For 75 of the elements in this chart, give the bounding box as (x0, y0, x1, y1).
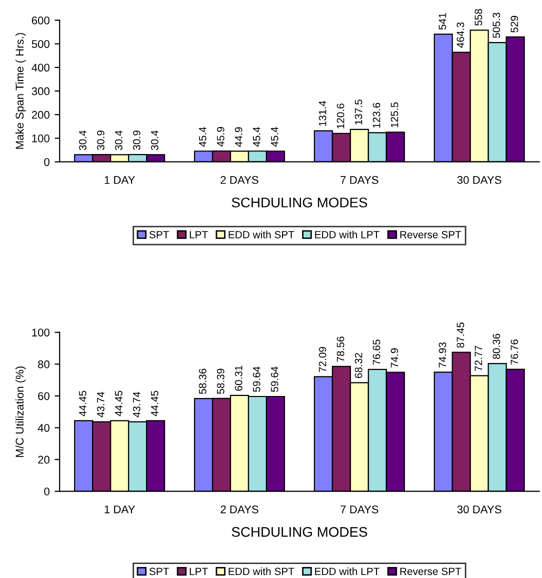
data-label: 464.3 (456, 22, 464, 48)
data-label: 120.6 (336, 104, 344, 128)
data-label: 529 (510, 16, 518, 32)
data-label: 59.64 (270, 366, 278, 392)
data-label: 30.9 (97, 130, 104, 150)
data-label: 505.3 (492, 12, 500, 38)
data-label: 541 (438, 13, 446, 30)
data-label: 58.39 (216, 368, 224, 394)
data-label: 30.9 (132, 130, 140, 150)
data-label: 78.56 (336, 336, 344, 362)
data-label: 30.4 (79, 130, 86, 150)
y-tick-label: 400 (32, 64, 50, 72)
data-label: 123.6 (372, 102, 380, 128)
x-tick-label: 2 DAYS (220, 176, 258, 184)
data-label: 76.76 (510, 340, 518, 365)
legend-label: EDD with LPT (315, 567, 380, 576)
legend-label: Reverse SPT (400, 230, 462, 238)
legend-label: SPT (149, 568, 169, 576)
y-tick-label: 500 (32, 40, 50, 48)
data-label: 30.4 (150, 130, 158, 150)
y-tick-label: 80 (38, 360, 50, 368)
y-tick-label: 200 (32, 110, 50, 119)
data-label: 45.4 (271, 126, 278, 147)
y-axis-title: Make Span Time ( Hrs.) (15, 33, 26, 149)
data-label: 72.09 (318, 346, 326, 372)
x-tick-label: 7 DAYS (340, 505, 378, 514)
x-tick-label: 1 DAY (104, 506, 135, 514)
data-label: 74.93 (438, 342, 446, 368)
x-axis-title: SCHDULING MODES (232, 527, 368, 537)
data-label: 87.45 (456, 322, 464, 348)
y-tick-label: 40 (38, 424, 50, 432)
legend-label: SPT (149, 230, 169, 238)
data-label: 125.5 (390, 102, 398, 128)
data-label: 45.4 (253, 126, 260, 147)
x-tick-label: 1 DAY (104, 176, 135, 184)
data-label: 45.9 (216, 127, 224, 147)
data-label: 137.5 (354, 100, 362, 124)
y-tick-label: 0 (44, 488, 50, 496)
data-label: 60.31 (234, 366, 242, 391)
data-label: 30.4 (115, 130, 122, 150)
data-label: 68.32 (354, 352, 362, 378)
data-label: 74.9 (390, 348, 398, 368)
legend-label: EDD with SPT (228, 567, 294, 576)
data-label: 45.4 (199, 126, 206, 147)
y-tick-label: 100 (32, 328, 50, 336)
x-tick-label: 2 DAYS (220, 505, 258, 514)
y-tick-label: 300 (32, 87, 50, 96)
legend-label: EDD with SPT (228, 230, 294, 238)
legend-label: Reverse SPT (400, 568, 462, 576)
data-label: 44.45 (151, 390, 158, 416)
x-tick-label: 30 DAYS (457, 176, 502, 184)
data-label: 44.9 (234, 127, 242, 147)
data-label: 80.36 (492, 334, 500, 359)
x-tick-label: 30 DAYS (457, 505, 502, 514)
data-label: 558 (474, 9, 482, 26)
legend-label: LPT (190, 568, 208, 575)
data-label: 58.36 (198, 368, 206, 394)
data-label: 44.45 (79, 390, 86, 416)
y-tick-label: 20 (38, 456, 50, 464)
data-label: 72.77 (474, 346, 482, 371)
x-tick-label: 7 DAYS (340, 176, 378, 184)
y-tick-label: 100 (32, 134, 50, 142)
data-label: 59.64 (252, 366, 260, 392)
y-axis-title: M/C Utilization (%) (15, 366, 26, 457)
data-label: 76.65 (372, 340, 380, 365)
y-tick-label: 60 (38, 392, 50, 400)
legend-label: LPT (190, 231, 208, 238)
x-axis-title: SCHDULING MODES (232, 198, 368, 208)
y-tick-label: 0 (44, 158, 50, 166)
data-label: 44.45 (115, 390, 122, 416)
legend-label: EDD with LPT (315, 230, 380, 238)
data-label: 43.74 (132, 392, 140, 418)
y-tick-label: 600 (32, 16, 50, 24)
data-label: 131.4 (318, 100, 326, 126)
data-label: 43.74 (97, 392, 104, 418)
